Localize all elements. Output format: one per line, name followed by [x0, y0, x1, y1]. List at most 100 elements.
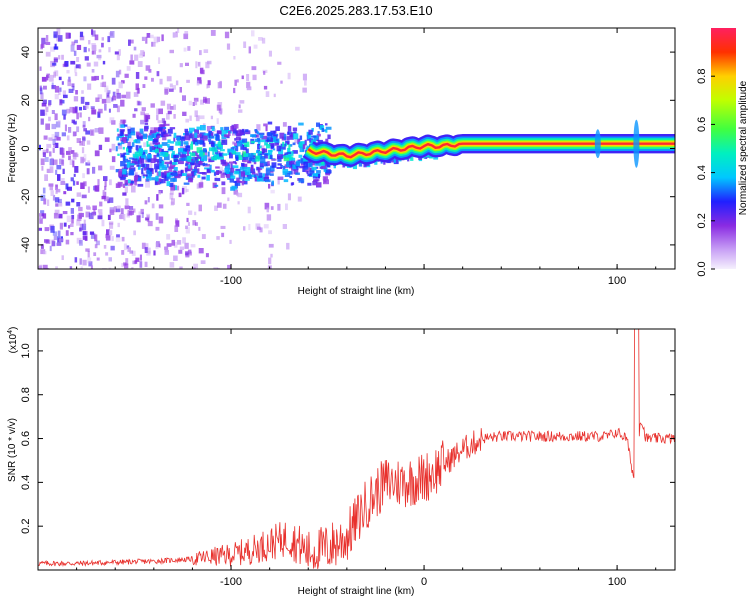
spectrogram-cell	[326, 163, 331, 168]
spectrogram-cell	[62, 168, 65, 174]
spectrogram-signal-band	[307, 142, 675, 159]
spectrogram-cell	[179, 266, 183, 269]
spectrogram-cell	[256, 124, 261, 131]
spectrogram-cell	[313, 173, 319, 176]
spectrogram-cell	[258, 37, 263, 41]
spectrogram-cell	[158, 204, 164, 209]
spectrogram-axes: -100 100 -40 -20 0 20 40	[20, 28, 675, 287]
spectrogram-cell	[54, 70, 59, 77]
chart-title: C2E6.2025.283.17.53.E10	[279, 3, 432, 18]
spectrogram-disturbance	[594, 129, 601, 159]
spectrogram-cell	[242, 176, 245, 182]
spectrogram-cell	[252, 155, 256, 158]
spectrogram-cell	[238, 104, 241, 109]
spectrogram-cell	[216, 236, 220, 240]
spectrogram-cell	[199, 50, 202, 56]
spectrogram-cell	[202, 142, 206, 147]
spectrogram-cell	[173, 241, 178, 248]
spectrogram-cell	[299, 146, 305, 153]
spectrogram-cell	[79, 258, 82, 265]
spectrogram-cell	[119, 213, 124, 220]
spectrogram-cell	[166, 172, 170, 177]
spectrogram-cell	[56, 28, 61, 36]
snr-x-axis-label: Height of straight line (km)	[298, 586, 415, 597]
spectrogram-cell	[159, 156, 163, 163]
spectrogram-cell	[107, 214, 111, 220]
spectrogram-cell	[154, 169, 158, 173]
spectrogram-cell	[168, 145, 174, 150]
spectrogram-cell	[128, 39, 131, 46]
spectrogram-cell	[124, 158, 129, 163]
spectrogram-cell	[59, 99, 63, 106]
spectrogram-cell	[189, 127, 195, 132]
spectrogram-cell	[156, 114, 159, 121]
spectrogram-cell	[276, 167, 283, 169]
spectrogram-cell	[134, 151, 141, 157]
spectrogram-cell	[133, 230, 136, 236]
spectrogram-cell	[166, 174, 171, 180]
spectrogram-cell	[173, 155, 178, 162]
spectrogram-cell	[88, 40, 91, 45]
spectrogram-cell	[91, 50, 96, 55]
spectrogram-cell	[270, 189, 275, 194]
spectrogram-cell	[71, 83, 75, 88]
spectrogram-cell	[39, 66, 42, 71]
spectrogram-cell	[311, 161, 315, 166]
spectrogram-cell	[56, 165, 62, 170]
spectrogram-cell	[289, 176, 292, 179]
spectrogram-cell	[129, 250, 134, 254]
spectrogram-cell	[86, 205, 90, 210]
spectrogram-cell	[170, 106, 174, 110]
spectrogram-cell	[104, 104, 107, 111]
spectrogram-cell	[111, 143, 116, 151]
spectrogram-cell	[117, 153, 120, 156]
spectrogram-cell	[167, 110, 172, 115]
spectrogram-cell	[142, 150, 145, 153]
spectrogram-cell	[90, 265, 93, 269]
spectrogram-cell	[133, 180, 137, 186]
spectrogram-cell	[186, 217, 189, 223]
spectrogram-cell	[137, 101, 142, 106]
spectrogram-cell	[119, 129, 125, 132]
spectrogram-cell	[94, 234, 98, 242]
spectrogram-cell	[122, 183, 126, 188]
spectrogram-cell	[199, 79, 202, 85]
spectrogram-cell	[241, 171, 246, 177]
spectrogram-cell	[110, 31, 115, 38]
spectrogram-cell	[158, 108, 163, 115]
spectrogram-cell	[287, 72, 291, 80]
spectrogram-cell	[174, 225, 179, 232]
spectrogram-cell	[306, 145, 310, 151]
spectrogram-cell	[289, 157, 296, 162]
spectrogram-cell	[58, 198, 62, 204]
spectrogram-cell	[144, 261, 148, 267]
spectrogram-cell	[72, 160, 75, 168]
spectrogram-cell	[275, 126, 280, 131]
spectrogram-cell	[90, 233, 96, 239]
spectrogram-cell	[194, 156, 198, 161]
spectrogram-cell	[213, 171, 216, 176]
spectrogram-cell	[263, 153, 269, 156]
spectrogram-cell	[41, 102, 47, 107]
spectrogram-cell	[158, 171, 161, 177]
spectrogram-cell	[124, 73, 129, 78]
spectrogram-cell	[171, 239, 175, 246]
spectrogram-cell	[201, 155, 207, 162]
spectrogram-cell	[132, 260, 137, 265]
spectrogram-cell	[150, 103, 155, 108]
spectrogram-cell	[268, 257, 272, 265]
spectrogram-cell	[182, 186, 187, 193]
spectrogram-cell	[127, 141, 131, 147]
spectrogram-cell	[121, 263, 125, 268]
spectrogram-cell	[101, 219, 105, 227]
spectrogram-cell	[126, 161, 131, 168]
spectrogram-cell	[147, 154, 152, 159]
snr-plot-area	[38, 329, 675, 570]
spectrogram-cell	[299, 142, 303, 147]
spectrogram-cell	[149, 146, 153, 152]
spectrogram-cell	[222, 203, 227, 209]
spectrogram-cell	[293, 131, 297, 134]
spectrogram-cell	[184, 128, 189, 133]
y-tick-label: 0.6	[20, 431, 32, 446]
snr-y-scale-exponent: 4	[7, 330, 14, 334]
